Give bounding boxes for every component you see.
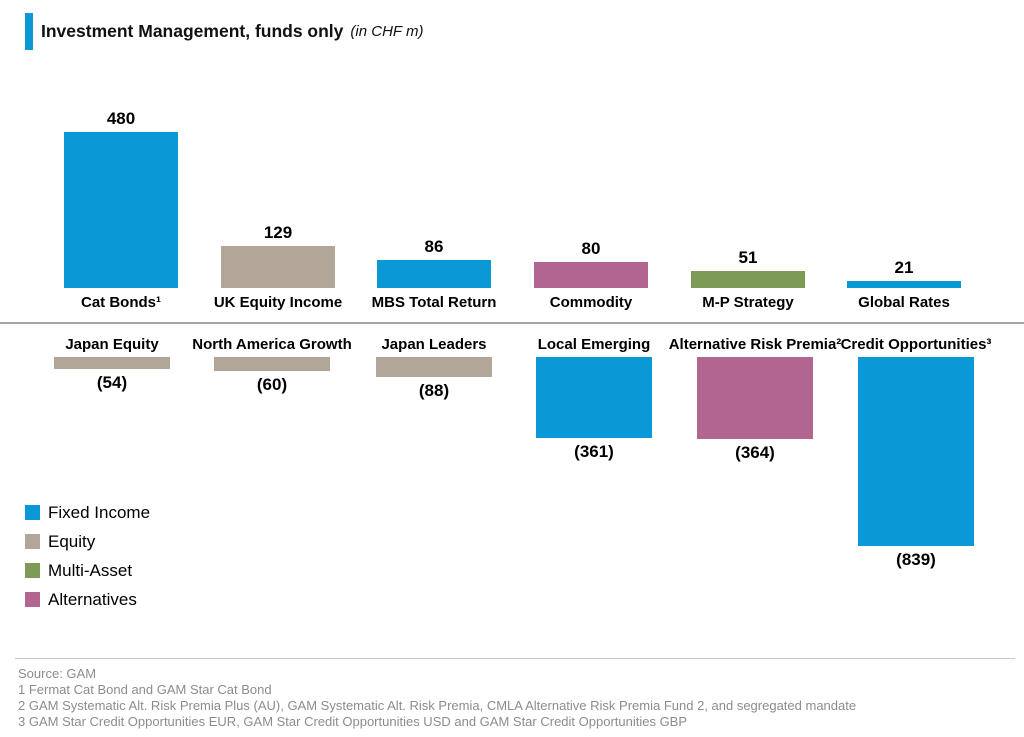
bar-uk-equity-income (221, 246, 335, 288)
bar-m-p-strategy (691, 271, 805, 288)
bar-value-label: (839) (896, 550, 936, 569)
bar-category-label: UK Equity Income (213, 294, 343, 311)
bar-global-rates (847, 281, 961, 288)
legend-swatch-alternatives (25, 592, 40, 607)
bar-value-label: 21 (894, 258, 914, 277)
footer-source: Source: GAM (18, 666, 97, 681)
bar-category-label: MBS Total Return (371, 294, 497, 311)
bar-value-label: (361) (574, 442, 614, 461)
legend-label: Alternatives (48, 590, 137, 609)
bar-value-label: 80 (581, 239, 601, 258)
bar-category-label: Commodity (549, 294, 633, 311)
chart-area: 480 Cat Bonds¹ 129 UK Equity Income 86 MBS To… (0, 109, 1024, 569)
bar-category-label: Credit Opportunities³ (840, 336, 992, 353)
legend-label: Equity (48, 532, 96, 551)
legend-item-fixed-income: Fixed Income (25, 504, 150, 521)
bar-north-america-growth (214, 357, 330, 371)
bar-category-label: Cat Bonds¹ (81, 294, 161, 311)
zero-divider-line (0, 322, 1024, 324)
legend-item-equity: Equity (25, 533, 150, 550)
slide-title: Investment Management, funds only (41, 21, 344, 41)
footer-note-2: 2 GAM Systematic Alt. Risk Premia Plus (… (18, 698, 857, 713)
legend-label: Fixed Income (48, 503, 151, 522)
bar-value-label: 480 (106, 109, 136, 128)
bar-value-label: (88) (418, 381, 450, 400)
legend-item-multi-asset: Multi-Asset (25, 562, 150, 579)
bar-category-label: Alternative Risk Premia² (668, 336, 842, 353)
legend-swatch-equity (25, 534, 40, 549)
bar-value-label: 86 (424, 237, 444, 256)
footer-note-1: 1 Fermat Cat Bond and GAM Star Cat Bond (18, 682, 272, 697)
legend-item-alternatives: Alternatives (25, 591, 150, 608)
bar-commodity (534, 262, 648, 288)
bar-mbs-total-return (377, 260, 491, 288)
footer-divider-line (15, 658, 1015, 659)
slide-subtitle: (in CHF m) (350, 23, 424, 40)
bar-cat-bonds- (64, 132, 178, 288)
legend-label: Multi-Asset (48, 561, 133, 580)
bar-category-label: North America Growth (192, 336, 352, 353)
bar-category-label: Local Emerging (537, 336, 651, 353)
bar-credit-opportunities- (858, 357, 974, 546)
bar-value-label: 51 (738, 248, 758, 267)
bar-value-label: 129 (263, 223, 293, 242)
bar-value-label: (60) (256, 375, 288, 394)
footer-note-3: 3 GAM Star Credit Opportunities EUR, GAM… (18, 714, 688, 729)
bar-local-emerging (536, 357, 652, 438)
bar-value-label: (54) (96, 373, 128, 392)
bar-category-label: Global Rates (858, 294, 950, 311)
bar-japan-leaders (376, 357, 492, 377)
title-accent-bar (25, 13, 33, 50)
legend-swatch-multi-asset (25, 563, 40, 578)
slide-header: Investment Management, funds only (in CH… (25, 13, 423, 50)
bar-category-label: Japan Leaders (381, 336, 487, 353)
bar-value-label: (364) (735, 443, 775, 462)
legend: Fixed Income Equity Multi-Asset Alternat… (25, 504, 150, 620)
legend-swatch-fixed-income (25, 505, 40, 520)
bar-japan-equity (54, 357, 170, 369)
bar-alternative-risk-premia- (697, 357, 813, 439)
bar-category-label: M-P Strategy (702, 294, 794, 311)
bar-category-label: Japan Equity (65, 336, 159, 353)
